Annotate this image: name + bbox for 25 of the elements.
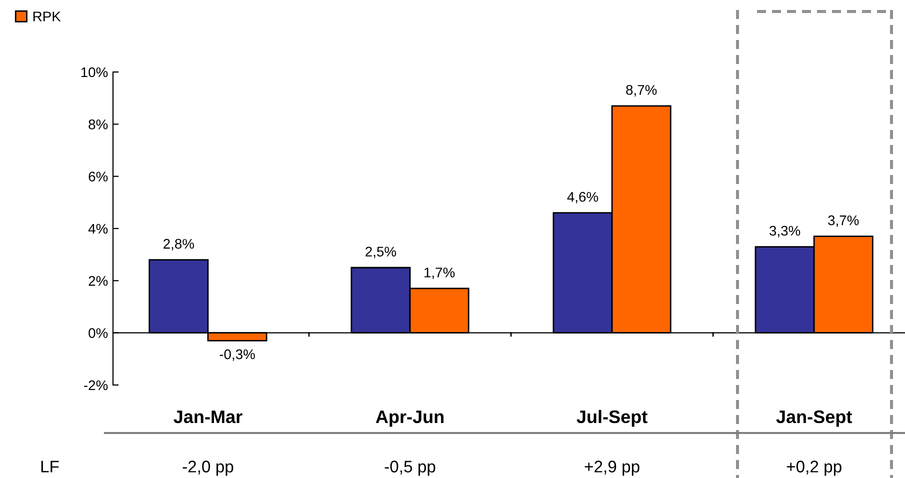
text: +2,9 pp: [584, 460, 640, 476]
y-tick-label: 0%: [88, 328, 108, 338]
x-tick-label: Jul-Sept: [576, 410, 648, 427]
x-tick-label: Apr-Jun: [376, 410, 444, 427]
y-tick-label: 6%: [88, 172, 108, 182]
text: LF: [41, 460, 59, 472]
y-tick-label: -2%: [84, 380, 108, 390]
data-label: 3,7%: [828, 215, 859, 227]
data-label: 1,7%: [424, 268, 455, 280]
y-tick-label: 4%: [88, 224, 108, 234]
data-label: 2,5%: [366, 246, 396, 258]
legend-label: RPK: [33, 12, 61, 22]
y-tick-label: 2%: [88, 276, 108, 286]
y-tick-label: 8%: [88, 120, 108, 130]
x-tick-label: Jan-Mar: [174, 410, 242, 424]
data-label: -0,3%: [220, 349, 255, 361]
data-label: 3,3%: [769, 226, 800, 238]
y-tick-label: 10%: [81, 67, 108, 78]
text: -2,0 pp: [182, 460, 234, 476]
text: -0,5 pp: [384, 460, 436, 476]
data-label: 8,7%: [626, 84, 657, 96]
x-tick-label: Jan-Sept: [776, 410, 852, 427]
data-label: 2,8%: [164, 238, 194, 250]
data-label: 4,6%: [567, 192, 598, 204]
text: +0,2 pp: [786, 460, 842, 476]
